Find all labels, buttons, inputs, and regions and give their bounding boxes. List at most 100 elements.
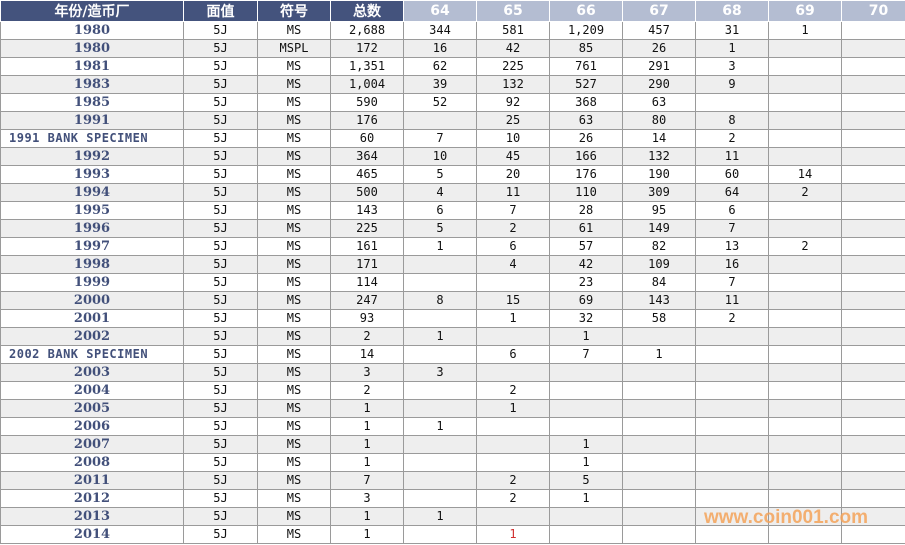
cell: 5J: [183, 309, 258, 328]
cell: 26: [549, 129, 623, 148]
cell: MS: [257, 183, 331, 202]
cell: 7: [695, 273, 769, 292]
cell: 45: [476, 147, 550, 166]
cell: MS: [257, 507, 331, 526]
cell: 2: [476, 471, 550, 490]
cell: 25: [476, 111, 550, 130]
cell: 5J: [183, 255, 258, 274]
table-row: 1980 5J MS 2,688 344 581 1,209 457 31 1: [0, 21, 905, 40]
cell: [841, 39, 905, 58]
cell: [476, 453, 550, 472]
cell: 5J: [183, 129, 258, 148]
cell: 1: [476, 399, 550, 418]
table-row: 1985 5J MS 590 52 92 368 63: [0, 93, 905, 112]
cell: 5: [403, 219, 477, 238]
cell: MS: [257, 345, 331, 364]
cell: 11: [695, 147, 769, 166]
cell: [841, 183, 905, 202]
cell: 143: [622, 291, 696, 310]
cell: MS: [257, 93, 331, 112]
cell: [768, 147, 842, 166]
column-header: 68: [695, 0, 769, 22]
header-row: 年份/造币厂 面值 符号 总数 64 65 66 67 68 69 70: [0, 0, 905, 22]
cell: [476, 507, 550, 526]
cell: 7: [695, 219, 769, 238]
cell: 1,209: [549, 21, 623, 40]
cell: [695, 327, 769, 346]
cell: 2: [330, 327, 404, 346]
cell: 1: [403, 327, 477, 346]
table-row: 2013 5J MS 1 1: [0, 507, 905, 526]
cell: 5J: [183, 165, 258, 184]
cell: MS: [257, 309, 331, 328]
year-cell: 1985: [0, 93, 184, 112]
column-header: 70: [841, 0, 905, 22]
cell: MS: [257, 453, 331, 472]
cell: 3: [403, 363, 477, 382]
cell: 5J: [183, 201, 258, 220]
cell: 58: [622, 309, 696, 328]
cell: 500: [330, 183, 404, 202]
year-cell: 1991 BANK SPECIMEN: [0, 129, 184, 148]
cell: [695, 93, 769, 112]
cell: 80: [622, 111, 696, 130]
year-cell: 2014: [0, 525, 184, 544]
cell: [403, 345, 477, 364]
cell: 63: [549, 111, 623, 130]
column-header: 66: [549, 0, 623, 22]
year-cell: 1996: [0, 219, 184, 238]
cell: [622, 417, 696, 436]
cell: 13: [695, 237, 769, 256]
cell: [695, 489, 769, 508]
cell: 5J: [183, 363, 258, 382]
cell: [622, 363, 696, 382]
year-cell: 2002 BANK SPECIMEN: [0, 345, 184, 364]
cell: 1: [476, 309, 550, 328]
cell: 465: [330, 165, 404, 184]
cell: [549, 381, 623, 400]
cell: 161: [330, 237, 404, 256]
cell: 5J: [183, 237, 258, 256]
cell: 32: [549, 309, 623, 328]
cell: 110: [549, 183, 623, 202]
cell: [403, 399, 477, 418]
cell: [768, 309, 842, 328]
cell: 5: [549, 471, 623, 490]
year-cell: 2000: [0, 291, 184, 310]
cell: 5J: [183, 183, 258, 202]
year-cell: 1992: [0, 147, 184, 166]
table-row: 1996 5J MS 225 5 2 61 149 7: [0, 219, 905, 238]
cell: 57: [549, 237, 623, 256]
cell: [695, 345, 769, 364]
cell: 1: [330, 435, 404, 454]
cell: 5J: [183, 399, 258, 418]
table-row: 2002 BANK SPECIMEN 5J MS 14 6 7 1: [0, 345, 905, 364]
cell: [841, 399, 905, 418]
cell: [403, 309, 477, 328]
cell: [768, 435, 842, 454]
cell: 2: [695, 309, 769, 328]
cell: MS: [257, 57, 331, 76]
table-row: 1991 BANK SPECIMEN 5J MS 60 7 10 26 14 2: [0, 129, 905, 148]
cell: 3: [695, 57, 769, 76]
cell: 171: [330, 255, 404, 274]
cell: 92: [476, 93, 550, 112]
cell: 5J: [183, 111, 258, 130]
cell: [841, 165, 905, 184]
cell: 7: [476, 201, 550, 220]
cell: 114: [330, 273, 404, 292]
cell: MS: [257, 129, 331, 148]
cell: [841, 129, 905, 148]
year-cell: 2007: [0, 435, 184, 454]
cell: MS: [257, 237, 331, 256]
cell: [549, 507, 623, 526]
cell: [622, 399, 696, 418]
cell: 1: [330, 507, 404, 526]
cell: 95: [622, 201, 696, 220]
cell: 5J: [183, 57, 258, 76]
cell: 60: [330, 129, 404, 148]
cell: 84: [622, 273, 696, 292]
cell: [403, 111, 477, 130]
